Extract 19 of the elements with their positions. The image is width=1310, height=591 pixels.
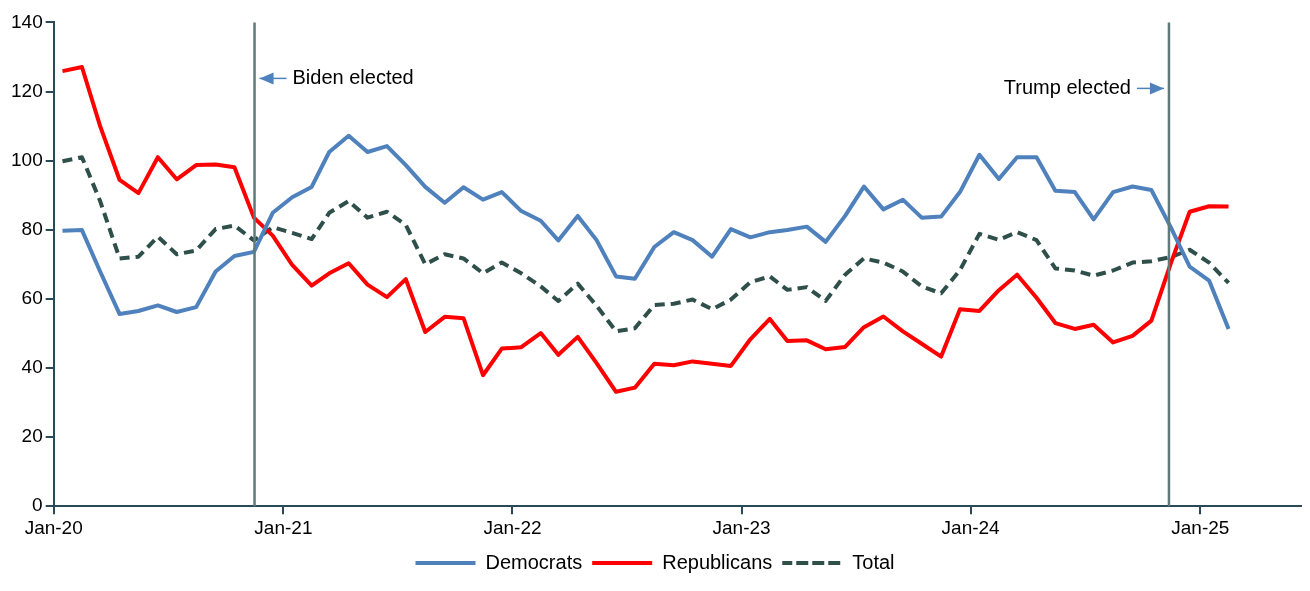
y-tick-label: 100 [11, 148, 43, 170]
y-tick-label: 40 [21, 356, 43, 378]
y-tick-label: 0 [32, 494, 43, 516]
x-tick-label: Jan-25 [1171, 516, 1230, 538]
x-tick-label: Jan-20 [24, 516, 83, 538]
x-tick-label: Jan-22 [483, 516, 542, 538]
y-tick-label: 80 [21, 217, 43, 239]
legend-label: Total [852, 550, 895, 573]
y-tick-label: 60 [21, 287, 43, 309]
x-tick-label: Jan-24 [941, 516, 1001, 538]
y-tick-label: 120 [11, 79, 43, 101]
y-tick-label: 140 [11, 10, 43, 32]
ref-line-label: Trump elected [1003, 75, 1131, 98]
x-tick-label: Jan-23 [712, 516, 771, 538]
legend-label: Republicans [662, 550, 773, 573]
y-tick-label: 20 [21, 425, 43, 447]
x-tick-label: Jan-21 [254, 516, 313, 538]
legend-label: Democrats [485, 550, 583, 573]
ref-line-label: Biden elected [292, 65, 414, 88]
